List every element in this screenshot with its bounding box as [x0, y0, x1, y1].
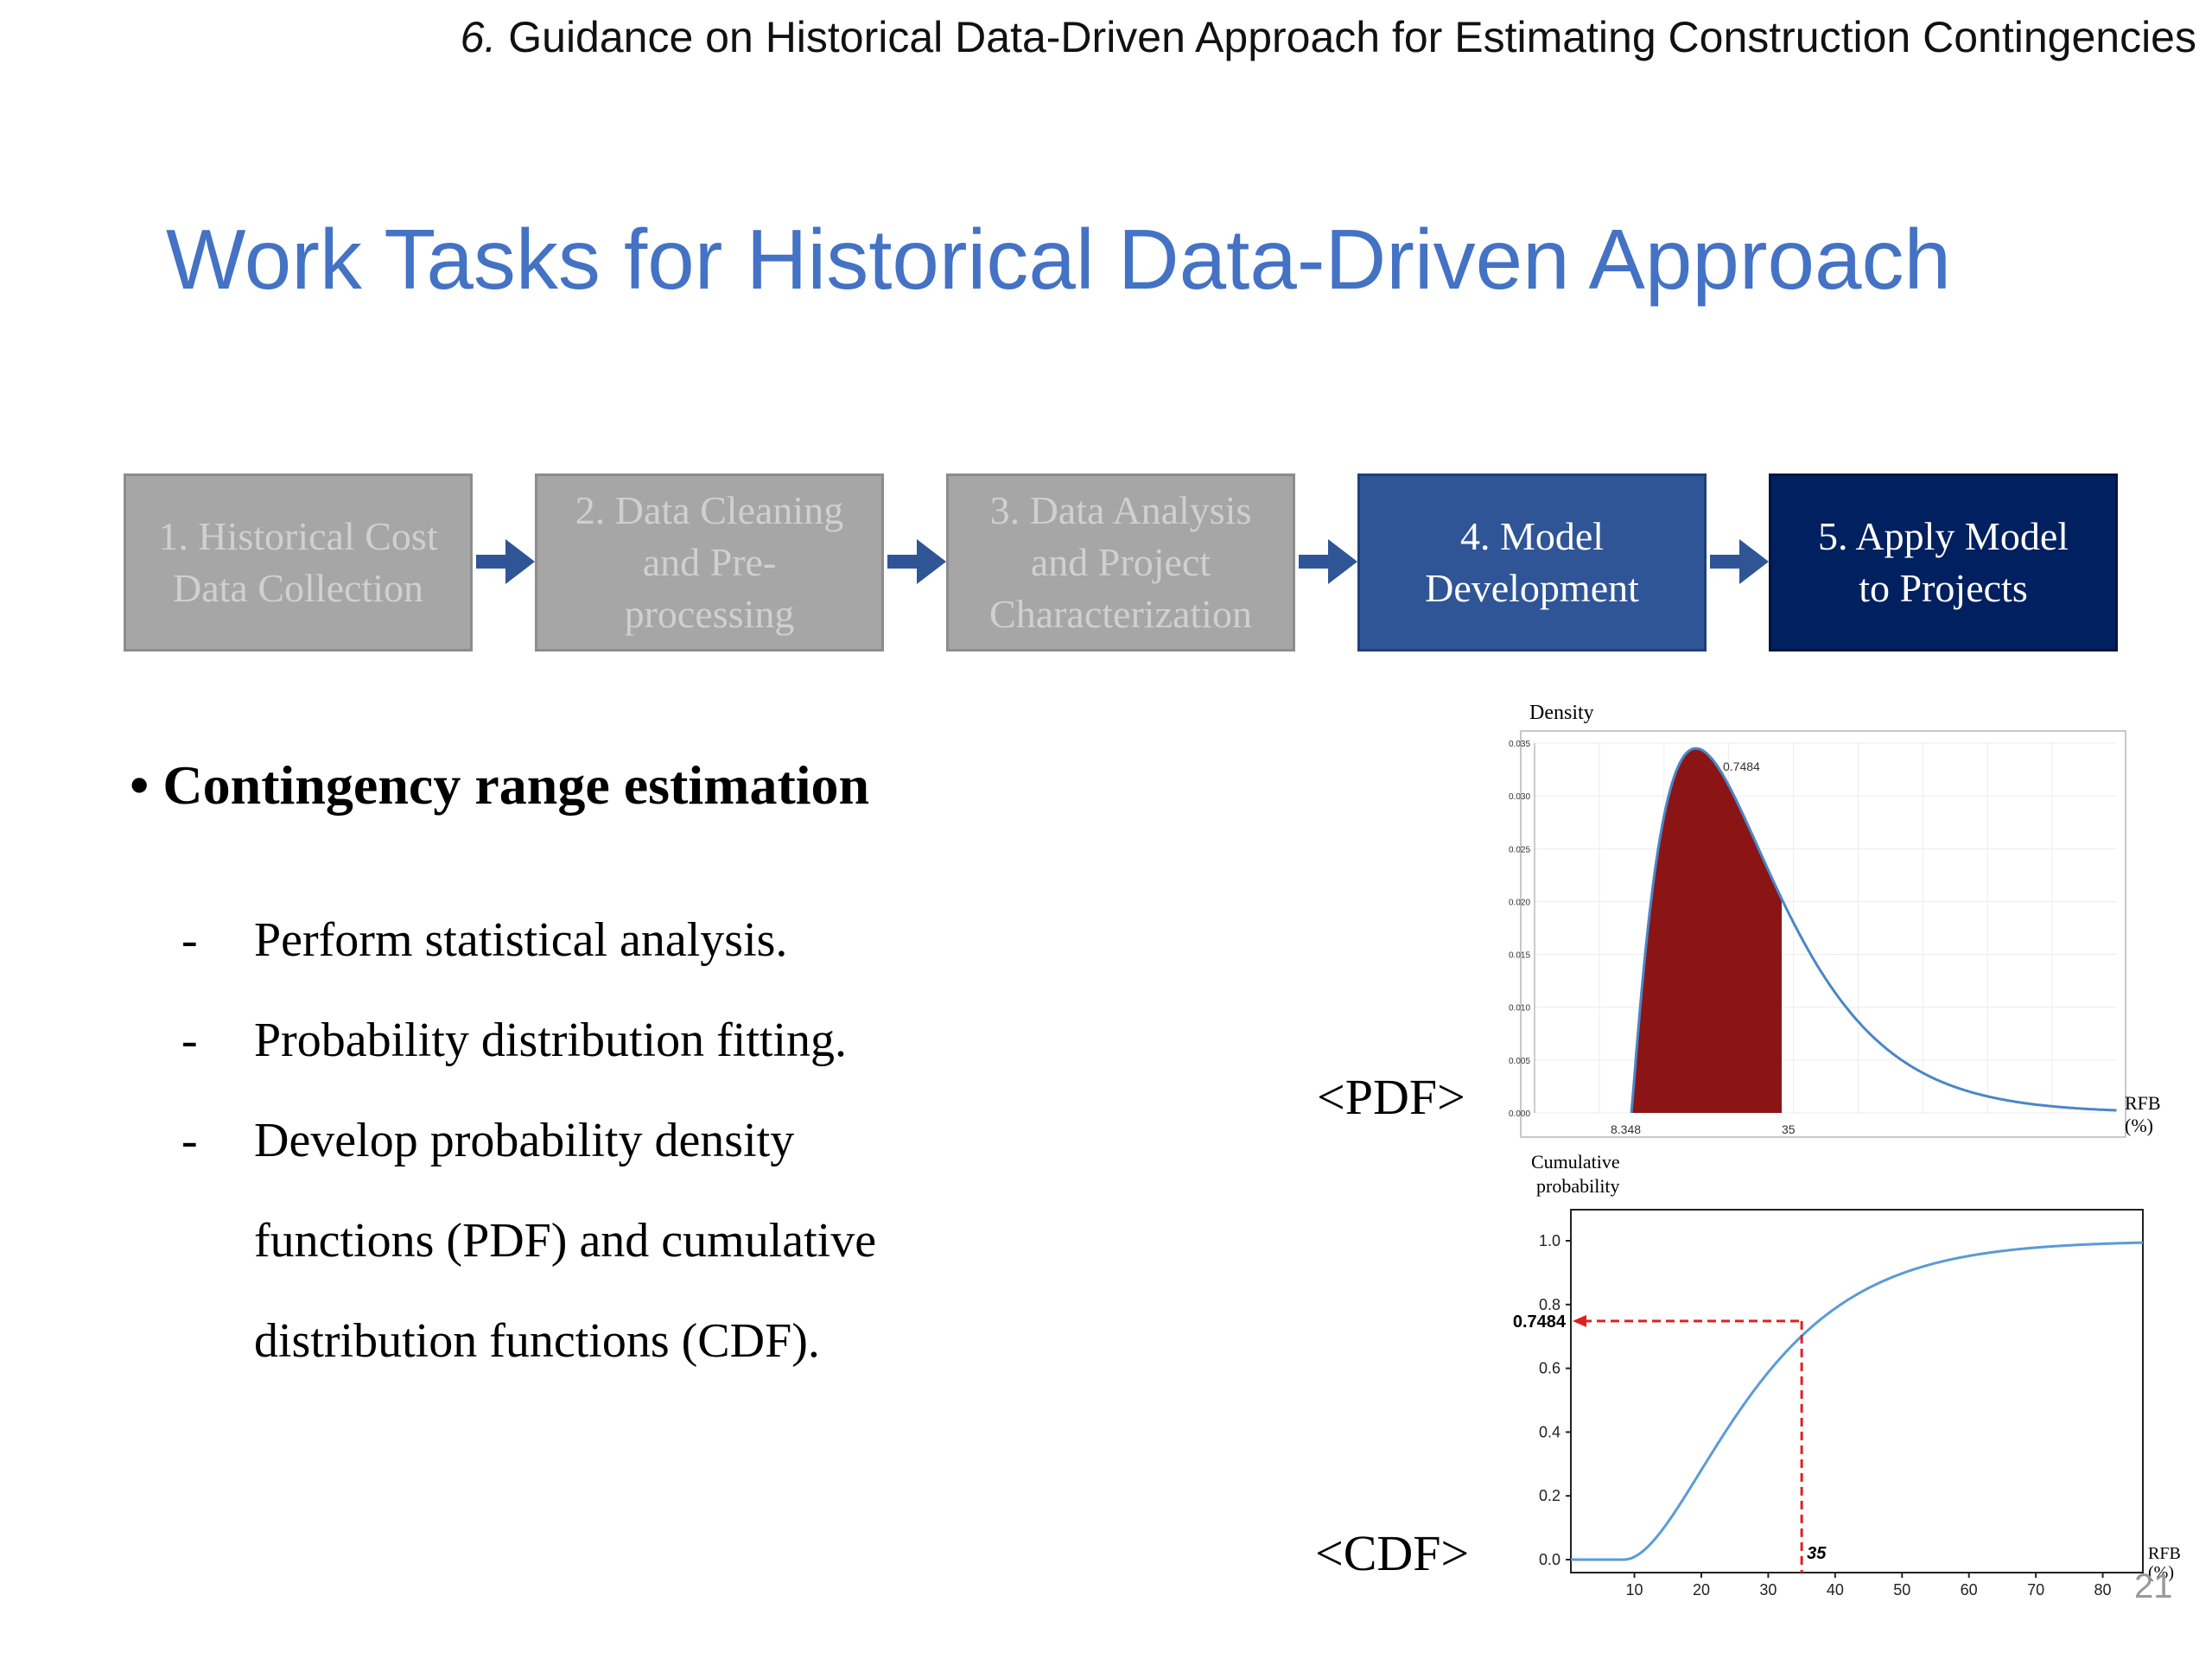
cdf-frame [1570, 1209, 2144, 1573]
cdf-ylabel-2: probability [1536, 1175, 1620, 1197]
step-apply-model: 5. Apply Model to Projects [1769, 474, 2118, 652]
slide-header: 6. Guidance on Historical Data-Driven Ap… [461, 12, 2196, 62]
pdf-ytick: 0.030 [1509, 792, 1530, 802]
cdf-xtick: 20 [1693, 1581, 1710, 1599]
list-item-text: Develop probability density [254, 1114, 795, 1167]
cdf-xtick: 60 [1961, 1581, 1978, 1599]
right-arrow-icon [1710, 539, 1769, 584]
right-arrow-icon [887, 539, 946, 584]
cdf-tag: <CDF> [1315, 1525, 1470, 1581]
step-label: and Pre- [642, 540, 777, 584]
pdf-grid [1534, 742, 2117, 1114]
bullet-heading-text: Contingency range estimation [162, 754, 870, 816]
cdf-arrowhead [1573, 1314, 1586, 1327]
section-number: 6. [460, 13, 497, 61]
pdf-ytick: 0.025 [1509, 845, 1530, 855]
list-item: - Perform statistical analysis. [181, 913, 788, 967]
pdf-chart: Density 0.7484 0.000 0.005 0.010 0.015 0.020… [1509, 702, 2160, 1138]
pdf-ytick: 0.020 [1509, 898, 1530, 907]
cdf-xtick: 50 [1893, 1581, 1910, 1599]
cdf-ytick: 0.0 [1539, 1551, 1560, 1568]
pdf-fill-area [1631, 748, 1782, 1113]
pdf-ytick: 0.000 [1509, 1109, 1530, 1119]
cdf-ytick: 0.4 [1539, 1423, 1560, 1440]
step-label: 5. Apply Model [1817, 514, 2069, 558]
right-arrow-icon [476, 539, 535, 584]
cdf-ytick: 0.2 [1539, 1487, 1560, 1504]
step-label: Development [1425, 566, 1639, 610]
pdf-ytick: 0.010 [1509, 1004, 1530, 1014]
cdf-xtick: 30 [1759, 1581, 1777, 1599]
step-data-cleaning: 2. Data Cleaning and Pre-processing [535, 474, 884, 652]
step-label: and Project [1030, 540, 1211, 584]
list-item-text: Probability distribution fitting. [254, 1014, 847, 1067]
cdf-xtick: 40 [1827, 1581, 1844, 1599]
pdf-curve [1630, 747, 2117, 1114]
list-item-text: Perform statistical analysis. [254, 913, 788, 967]
bullet-heading: • Contingency range estimation [130, 754, 870, 816]
right-arrow-icon [1299, 539, 1357, 584]
cdf-ytick: 0.8 [1539, 1296, 1560, 1313]
cdf-xlabel: RFB [2148, 1544, 2181, 1563]
list-item: - Probability distribution fitting. [181, 1014, 847, 1067]
pdf-ylabel: Density [1529, 702, 1594, 724]
list-item-continuation: functions (PDF) and cumulative [254, 1214, 877, 1268]
step-label: Data Collection [173, 566, 423, 610]
pdf-frame [1520, 730, 2126, 1138]
step-label: 4. Model [1459, 514, 1605, 558]
pdf-ytick: 0.005 [1509, 1057, 1530, 1066]
pdf-ytick: 0.015 [1509, 951, 1530, 961]
pdf-annotation: 0.7484 [1723, 760, 1760, 773]
cdf-curve [1571, 1241, 2143, 1561]
step-label: processing [624, 592, 795, 636]
step-historical-cost: 1. Historical Cost Data Collection [124, 474, 473, 652]
list-item-continuation: distribution functions (CDF). [254, 1314, 820, 1368]
cdf-xtick: 80 [2094, 1581, 2112, 1599]
step-model-development: 4. Model Development [1357, 474, 1707, 652]
pdf-xtick: 8.348 [1611, 1122, 1641, 1136]
cdf-y-ticks: 0.0 0.2 0.4 0.6 0.8 1.0 [1539, 1232, 1571, 1568]
pdf-y-ticks: 0.000 0.005 0.010 0.015 0.020 0.025 0.030 0.035 [1509, 740, 1530, 1119]
step-data-analysis: 3. Data Analysis and Project Characterizat… [946, 474, 1295, 652]
pdf-xlabel: RFB [2125, 1092, 2160, 1114]
pdf-xtick: 35 [1782, 1122, 1796, 1136]
cdf-ytick: 1.0 [1539, 1232, 1560, 1249]
pdf-xlabel-unit: (%) [2125, 1115, 2153, 1136]
pdf-ytick: 0.035 [1509, 740, 1530, 749]
cdf-marker-y-label: 0.7484 [1513, 1313, 1567, 1332]
cdf-x-ticks: 10 20 30 40 50 60 70 80 [1626, 1573, 2112, 1599]
page-number: 21 [2134, 1567, 2173, 1605]
cdf-marker-x-label: 35 [1807, 1544, 1827, 1563]
cdf-xtick: 70 [2027, 1581, 2044, 1599]
cdf-xtick: 10 [1626, 1581, 1643, 1599]
pdf-tag: <PDF> [1317, 1069, 1465, 1125]
cdf-xlabel-unit: (%) [2148, 1563, 2174, 1582]
step-label: 1. Historical Cost [158, 514, 438, 558]
step-label: 3. Data Analysis [989, 488, 1252, 532]
step-label: Characterization [989, 592, 1252, 636]
step-label: to Projects [1859, 566, 2028, 610]
list-item: - Develop probability density [181, 1114, 795, 1167]
step-label: 2. Data Cleaning [575, 488, 844, 532]
cdf-ytick: 0.6 [1539, 1360, 1560, 1377]
cdf-chart: Cumulative probability 0.0 0.2 0.4 0.6 0.8 1.… [1513, 1151, 2181, 1599]
slide-title: Work Tasks for Historical Data-Driven Ap… [166, 212, 1951, 307]
header-text: Guidance on Historical Data-Driven Appro… [496, 13, 2196, 61]
cdf-ylabel: Cumulative [1531, 1151, 1620, 1173]
